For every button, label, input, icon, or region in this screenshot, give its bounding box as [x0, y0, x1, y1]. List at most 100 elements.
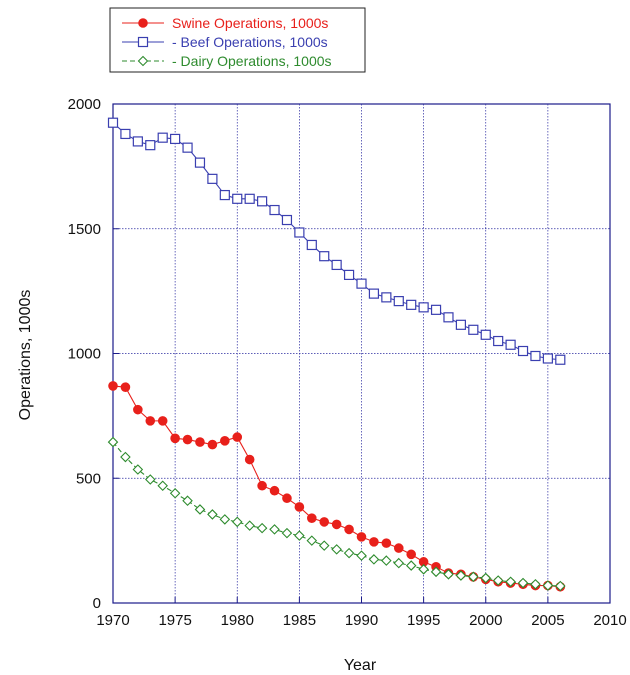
data-point [107, 436, 119, 448]
data-point [368, 288, 380, 299]
x-tick-label: 2000 [469, 612, 502, 629]
data-point [157, 416, 168, 426]
data-point [418, 302, 429, 313]
data-point [505, 339, 516, 350]
data-point [207, 173, 218, 184]
data-point [269, 524, 280, 535]
data-point [132, 136, 143, 147]
legend-marker [138, 18, 148, 28]
data-point [282, 493, 292, 504]
data-point [369, 537, 379, 547]
legend-box [109, 7, 366, 73]
data-point [219, 514, 231, 525]
data-point [430, 566, 442, 578]
data-point [356, 550, 367, 561]
data-point [393, 543, 404, 553]
data-point [405, 560, 417, 571]
data-point [480, 329, 491, 340]
data-point [517, 577, 529, 589]
data-point [480, 572, 492, 584]
data-point [555, 354, 566, 365]
data-point [108, 381, 118, 391]
data-point [406, 549, 417, 560]
data-point [555, 580, 566, 592]
data-point [133, 404, 143, 415]
data-point [306, 535, 318, 546]
data-point [343, 269, 355, 281]
data-point [381, 538, 392, 548]
x-tick-label: 1990 [345, 612, 378, 629]
y-axis-title: Operations, 1000s [17, 290, 34, 421]
x-tick-label: 1995 [407, 612, 440, 629]
x-tick-label: 1970 [96, 612, 129, 629]
data-point [468, 571, 479, 583]
x-tick-label: 1975 [158, 612, 191, 629]
data-point [220, 436, 230, 446]
data-point [145, 140, 156, 151]
data-point [505, 576, 516, 588]
data-point [170, 433, 180, 444]
data-point [144, 474, 156, 485]
x-tick-label: 1980 [221, 612, 254, 629]
data-point [257, 480, 267, 491]
data-point [194, 504, 206, 515]
data-point [294, 502, 305, 512]
data-point [232, 432, 243, 442]
data-point [256, 522, 268, 534]
data-point [393, 557, 405, 569]
data-point [120, 451, 131, 463]
data-point [182, 142, 193, 153]
y-tick-label: 1500 [68, 221, 101, 238]
data-point [343, 547, 355, 559]
series-dairy [107, 436, 566, 592]
x-axis-ticks: 1970 1975 1980 1985 1990 1995 2000 2005 2010 [96, 597, 627, 629]
data-point [182, 434, 193, 445]
data-point [132, 464, 144, 475]
data-point [307, 513, 317, 523]
y-tick-label: 2000 [68, 96, 101, 113]
data-point [294, 227, 305, 238]
data-point [318, 540, 330, 551]
legend-marker [137, 36, 149, 48]
data-point [306, 239, 317, 251]
series-layer [107, 117, 566, 592]
data-point [281, 214, 293, 226]
x-tick-label: 2005 [531, 612, 564, 629]
data-point [517, 345, 529, 357]
data-point [331, 259, 342, 271]
legend-marker [137, 55, 149, 67]
data-point [530, 579, 541, 590]
data-point [269, 485, 280, 496]
x-tick-label: 1985 [283, 612, 316, 629]
data-point [231, 516, 243, 528]
data-point [468, 324, 479, 335]
data-point [157, 132, 168, 143]
data-point [194, 157, 206, 168]
data-point [331, 519, 342, 530]
data-point [269, 204, 280, 216]
legend: Swine Operations, 1000s - Beef Operations… [109, 7, 366, 73]
data-point [331, 544, 342, 555]
data-point [319, 517, 330, 527]
data-point [493, 335, 504, 347]
legend-label: Swine Operations, 1000s [172, 15, 328, 31]
data-point [443, 569, 454, 580]
data-point [219, 189, 230, 201]
data-point [294, 530, 305, 541]
data-point [207, 439, 218, 450]
data-point [492, 575, 504, 586]
data-point [244, 520, 255, 531]
data-point [107, 117, 119, 128]
data-point [368, 554, 380, 565]
data-point [455, 570, 467, 581]
legend-label: - Dairy Operations, 1000s [172, 53, 332, 69]
data-point [443, 312, 454, 323]
data-point [170, 133, 181, 145]
data-point [182, 495, 193, 506]
y-tick-label: 1000 [68, 346, 101, 363]
data-point [157, 480, 168, 492]
data-point [542, 353, 553, 364]
data-point [207, 509, 218, 520]
data-point [455, 319, 466, 330]
